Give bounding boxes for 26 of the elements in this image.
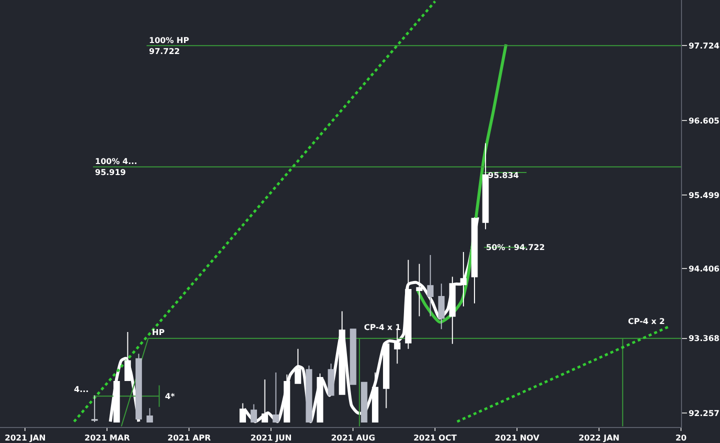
- y-tick-label: 92.257: [688, 408, 720, 418]
- annotation: 4...: [74, 385, 89, 394]
- annotation: 50% : 94.722: [486, 243, 545, 252]
- annotation: 100% HP: [149, 36, 190, 45]
- x-tick-label: 2022 JAN: [578, 434, 620, 443]
- y-tick-label: 97.724: [688, 41, 720, 50]
- annotation: 97.722: [149, 47, 180, 56]
- y-tick-label: 93.368: [688, 334, 720, 344]
- x-tick-label: 2021 JAN: [4, 434, 46, 443]
- x-tick-label: 2021 OCT: [413, 434, 458, 443]
- y-tick-label: 96.605: [688, 116, 720, 126]
- annotation: 4*: [165, 392, 176, 401]
- annotation: CP-4 x 1: [364, 323, 402, 332]
- x-tick-label: 2021 AUG: [331, 434, 376, 443]
- annotation: 95.919: [95, 168, 126, 177]
- y-tick-label: 94.406: [688, 264, 720, 274]
- annotation: CP-4 x 2: [628, 317, 665, 326]
- x-tick-label: 20: [675, 434, 687, 443]
- annotation: 100% 4...: [95, 157, 138, 166]
- annotation: HP: [152, 328, 165, 337]
- x-tick-label: 2021 APR: [168, 434, 211, 443]
- annotation: 95.834: [488, 171, 520, 180]
- y-tick-label: 95.499: [688, 190, 720, 200]
- x-tick-label: 2021 JUN: [250, 434, 292, 443]
- x-tick-label: 2021 NOV: [494, 434, 540, 443]
- x-tick-label: 2021 MAR: [84, 434, 130, 443]
